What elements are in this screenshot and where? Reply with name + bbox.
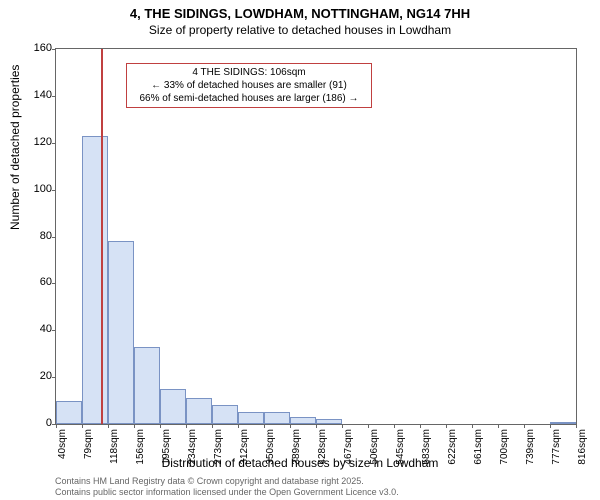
x-tick [108, 424, 109, 428]
histogram-bar [238, 412, 264, 424]
x-tick [290, 424, 291, 428]
y-tick [52, 190, 56, 191]
y-tick-label: 100 [34, 183, 52, 195]
y-tick [52, 283, 56, 284]
y-tick-label: 80 [40, 230, 52, 242]
histogram-bar [186, 398, 212, 424]
marker-line [101, 49, 103, 424]
x-tick [394, 424, 395, 428]
footer-line2: Contains public sector information licen… [55, 487, 399, 498]
y-tick-label: 140 [34, 89, 52, 101]
histogram-bar [134, 347, 160, 424]
y-tick [52, 143, 56, 144]
y-tick [52, 377, 56, 378]
histogram-bar [160, 389, 186, 424]
histogram-bar [108, 241, 134, 424]
y-tick [52, 96, 56, 97]
histogram-bar [212, 405, 238, 424]
y-tick-label: 0 [46, 417, 52, 429]
x-axis-label: Distribution of detached houses by size … [0, 456, 600, 470]
plot-area: 4 THE SIDINGS: 106sqm ← 33% of detached … [55, 48, 577, 425]
annotation-line2: ← 33% of detached houses are smaller (91… [133, 79, 365, 92]
chart-title: 4, THE SIDINGS, LOWDHAM, NOTTINGHAM, NG1… [0, 0, 600, 21]
x-tick [446, 424, 447, 428]
annotation-line1: 4 THE SIDINGS: 106sqm [133, 66, 365, 79]
y-tick [52, 237, 56, 238]
x-tick [342, 424, 343, 428]
chart-container: 4, THE SIDINGS, LOWDHAM, NOTTINGHAM, NG1… [0, 0, 600, 500]
histogram-bar [264, 412, 290, 424]
histogram-bar [290, 417, 316, 424]
y-axis-label: Number of detached properties [8, 65, 22, 230]
x-tick [212, 424, 213, 428]
histogram-bar [550, 422, 576, 424]
histogram-bar [82, 136, 108, 424]
y-tick-label: 20 [40, 370, 52, 382]
x-tick [134, 424, 135, 428]
x-tick [550, 424, 551, 428]
annotation-box: 4 THE SIDINGS: 106sqm ← 33% of detached … [126, 63, 372, 108]
x-tick [420, 424, 421, 428]
x-tick [82, 424, 83, 428]
y-tick-label: 40 [40, 323, 52, 335]
x-tick [368, 424, 369, 428]
histogram-bar [316, 419, 342, 424]
y-tick [52, 49, 56, 50]
x-tick [238, 424, 239, 428]
y-tick [52, 330, 56, 331]
x-tick [524, 424, 525, 428]
chart-subtitle: Size of property relative to detached ho… [0, 23, 600, 37]
x-tick [264, 424, 265, 428]
footer-line1: Contains HM Land Registry data © Crown c… [55, 476, 399, 487]
x-tick [472, 424, 473, 428]
y-tick-label: 120 [34, 136, 52, 148]
y-tick-label: 160 [34, 42, 52, 54]
x-tick [186, 424, 187, 428]
x-tick [56, 424, 57, 428]
annotation-line3: 66% of semi-detached houses are larger (… [133, 92, 365, 105]
x-tick [316, 424, 317, 428]
x-tick [498, 424, 499, 428]
x-tick [576, 424, 577, 428]
footer-attribution: Contains HM Land Registry data © Crown c… [55, 476, 399, 498]
x-tick [160, 424, 161, 428]
histogram-bar [56, 401, 82, 424]
y-tick-label: 60 [40, 276, 52, 288]
